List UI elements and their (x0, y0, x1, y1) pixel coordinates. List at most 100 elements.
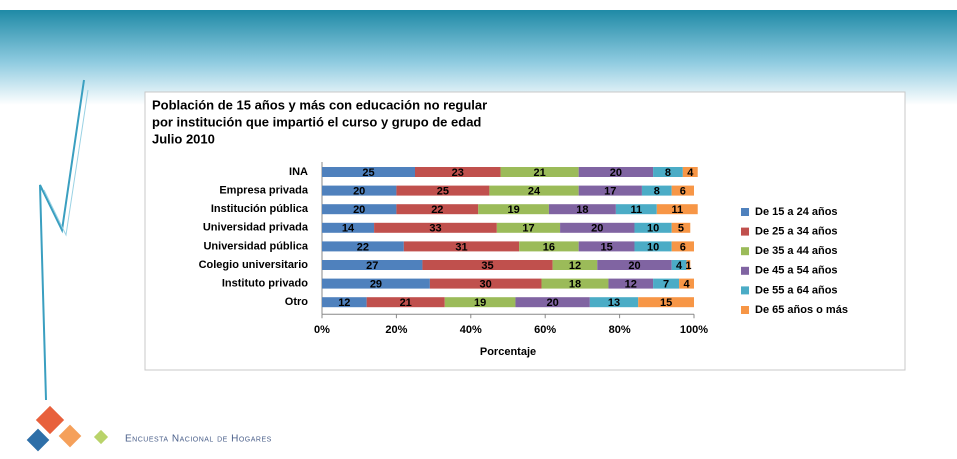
legend-label: De 45 a 54 años (755, 265, 838, 277)
y-tick-label: INA (289, 166, 308, 178)
y-tick-label: Instituto privado (222, 278, 308, 290)
legend-swatch (741, 286, 749, 295)
bar-segment (641, 185, 672, 196)
chart-title: por institución que impartió el curso y … (152, 114, 481, 129)
legend-swatch (741, 208, 749, 216)
y-tick-label: Universidad privada (203, 222, 309, 234)
bar-segment (429, 278, 542, 289)
data-label: 24 (528, 186, 541, 198)
bar-segment (634, 241, 672, 252)
bar-segment (478, 204, 549, 215)
data-label: 20 (353, 204, 365, 216)
legend-label: De 15 a 24 años (755, 206, 838, 218)
data-label: 15 (660, 297, 672, 309)
bar-segment (671, 222, 691, 233)
data-label: 20 (353, 186, 365, 198)
data-label: 29 (370, 279, 382, 291)
bar-segment (322, 185, 397, 196)
footer: Encuesta Nacional de Hogares (125, 434, 272, 445)
bar-segment (322, 297, 367, 308)
x-tick-label: 0% (314, 324, 330, 336)
data-label: 5 (678, 223, 684, 235)
bar-segment (679, 278, 694, 289)
data-label: 14 (342, 223, 355, 235)
legend-swatch (741, 227, 749, 236)
bar-segment (500, 167, 579, 177)
data-label: 6 (680, 241, 686, 253)
decor-line (39, 79, 85, 401)
data-label: 18 (576, 204, 588, 216)
bar-segment (403, 241, 520, 252)
data-label: 4 (676, 260, 683, 272)
data-label: 22 (431, 204, 443, 216)
bar-segment (608, 278, 654, 289)
bar-segment (396, 185, 490, 196)
bar-segment (615, 204, 657, 215)
data-label: 12 (338, 297, 350, 309)
bar-segment (671, 260, 687, 270)
bar-segment (396, 204, 479, 215)
decor-line (43, 89, 89, 237)
bar-segment (671, 185, 694, 196)
bar-segment (444, 297, 516, 308)
legend-label: De 65 años o más (755, 304, 848, 316)
data-label: 12 (625, 279, 637, 291)
y-tick-label: Otro (285, 296, 309, 308)
legend-swatch (741, 266, 749, 275)
x-tick-label: 40% (460, 324, 482, 336)
bar-segment (656, 204, 698, 215)
bar-segment (322, 278, 430, 289)
data-label: 11 (631, 204, 643, 216)
bar-segment (552, 260, 598, 270)
data-label: 1 (685, 260, 691, 272)
bar-segment (489, 185, 579, 196)
bar-segment (322, 260, 423, 270)
bar-segment (415, 167, 501, 177)
data-label: 27 (366, 260, 378, 272)
bar-segment (682, 167, 698, 177)
bar-segment (515, 297, 590, 308)
chart-title: Población de 15 años y más con educación… (152, 97, 487, 112)
data-label: 21 (400, 297, 412, 309)
logo (26, 405, 109, 452)
data-label: 17 (604, 186, 616, 198)
bar-segment (322, 204, 397, 215)
data-label: 8 (654, 186, 660, 198)
bar-segment (597, 260, 672, 270)
data-label: 18 (569, 279, 581, 291)
legend-label: De 55 a 64 años (755, 284, 838, 296)
bar-segment (541, 278, 609, 289)
legend-swatch (741, 306, 749, 314)
x-tick-label: 80% (609, 324, 631, 336)
y-tick-label: Institución pública (211, 203, 309, 215)
legend-label: De 25 a 34 años (755, 226, 838, 238)
data-label: 4 (687, 167, 694, 179)
chart-title: Julio 2010 (152, 131, 215, 146)
bar-segment (653, 278, 680, 289)
data-label: 20 (591, 223, 603, 235)
data-label: 25 (437, 186, 449, 198)
y-tick-label: Universidad pública (203, 240, 308, 252)
bar-segment (322, 222, 375, 233)
bar-segment (638, 297, 694, 308)
bar-segment (519, 241, 579, 252)
data-label: 11 (671, 204, 683, 216)
data-label: 4 (683, 279, 690, 291)
bar-segment (322, 167, 415, 177)
bar-segment (560, 222, 635, 233)
data-label: 7 (663, 279, 669, 291)
data-label: 17 (522, 223, 534, 235)
header-band (0, 10, 957, 105)
data-label: 19 (507, 204, 519, 216)
legend-label: De 35 a 44 años (755, 245, 838, 257)
bar-segment (548, 204, 616, 215)
data-label: 21 (533, 167, 545, 179)
x-axis-label: Porcentaje (480, 346, 536, 358)
x-tick-label: 60% (534, 324, 556, 336)
data-label: 13 (608, 297, 620, 309)
y-tick-label: Empresa privada (219, 185, 309, 197)
data-label: 15 (600, 241, 612, 253)
data-label: 20 (547, 297, 559, 309)
bar-segment (589, 297, 639, 308)
